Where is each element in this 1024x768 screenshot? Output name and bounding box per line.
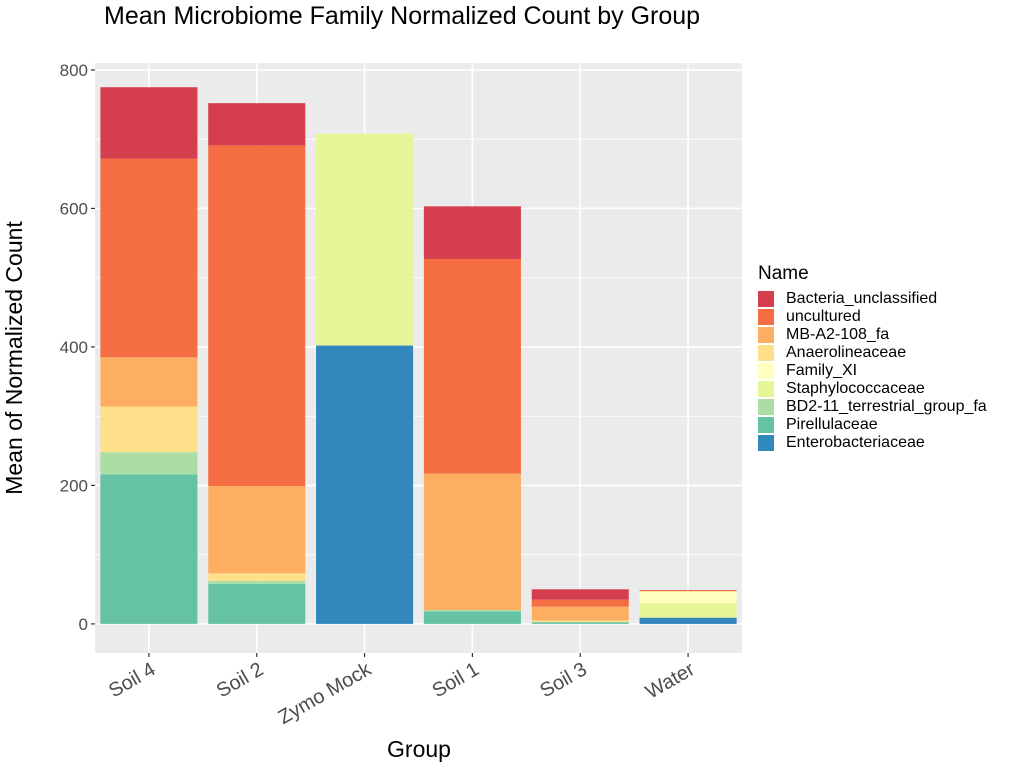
legend-label: Pirellulaceae — [786, 416, 878, 433]
bar-segment — [100, 406, 198, 453]
legend-item: Family_XI — [758, 362, 987, 380]
bar-segment — [531, 589, 629, 600]
legend-title: Name — [758, 263, 809, 284]
bar-segment — [639, 589, 737, 591]
legend-label: Staphylococcaceae — [786, 380, 925, 397]
bar-segment — [208, 103, 306, 146]
x-tick-label: Zymo Mock — [275, 658, 376, 729]
y-axis-title: Mean of Normalized Count — [1, 221, 27, 495]
legend-items: Bacteria_unclassified uncultured MB-A2-108… — [758, 290, 987, 452]
legend-item: Staphylococcaceae — [758, 380, 987, 398]
bar-segment — [423, 206, 521, 259]
x-axis-title: Group — [387, 736, 451, 762]
x-tick-label: Water — [642, 658, 699, 704]
legend-item: Enterobacteriaceae — [758, 434, 987, 452]
x-tick-label: Soil 3 — [536, 658, 590, 702]
legend-swatch — [758, 327, 774, 343]
bar-segment — [639, 617, 737, 624]
legend-item: uncultured — [758, 308, 987, 326]
bar-segment — [208, 573, 306, 581]
legend-swatch — [758, 291, 774, 307]
legend-label: uncultured — [786, 308, 861, 325]
bar-segment — [531, 620, 629, 622]
bar-segment — [100, 452, 198, 475]
bar-segment — [531, 622, 629, 624]
bar-segment — [423, 611, 521, 624]
legend-label: Enterobacteriaceae — [786, 434, 925, 451]
x-axis-ticks: Soil 4 Soil 2 Zymo Mock Soil 1 Soil 3 Water — [105, 653, 699, 729]
legend-swatch — [758, 363, 774, 379]
chart-title: Mean Microbiome Family Normalized Count … — [104, 2, 701, 30]
bar-segment — [531, 621, 629, 623]
legend-swatch — [758, 381, 774, 397]
bar-segment — [531, 599, 629, 607]
bar-segment — [639, 592, 737, 604]
bar-segment — [100, 158, 198, 358]
bar-segment — [531, 606, 629, 621]
y-tick-label: 600 — [60, 199, 88, 218]
y-axis-ticks: 0 200 400 600 800 — [60, 61, 95, 634]
bar-segment — [423, 473, 521, 611]
grid-minor — [95, 138, 742, 556]
legend-label: Bacteria_unclassified — [786, 290, 938, 307]
bar-segment — [316, 345, 414, 624]
legend-label: BD2-11_terrestrial_group_fa — [786, 398, 987, 415]
y-tick-label: 0 — [79, 615, 88, 634]
bar-segment — [100, 357, 198, 407]
y-tick-label: 800 — [60, 61, 88, 80]
legend-label: MB-A2-108_fa — [786, 326, 890, 343]
bar-segment — [100, 87, 198, 159]
legend-label: Anaerolineaceae — [786, 344, 907, 361]
legend-swatch — [758, 399, 774, 415]
legend-swatch — [758, 345, 774, 361]
legend-item: Bacteria_unclassified — [758, 290, 987, 308]
y-tick-label: 400 — [60, 338, 88, 357]
legend-item: Pirellulaceae — [758, 416, 987, 434]
legend-swatch — [758, 435, 774, 451]
legend: Name Bacteria_unclassified uncultured MB-A… — [758, 262, 987, 452]
bar-segment — [208, 583, 306, 624]
legend-swatch — [758, 417, 774, 433]
bar-segment — [208, 486, 306, 574]
x-tick-label: Soil 1 — [429, 658, 483, 702]
bar-segment — [639, 603, 737, 618]
bar-segment — [208, 580, 306, 584]
bar-segment — [316, 133, 414, 346]
legend-item: BD2-11_terrestrial_group_fa — [758, 398, 987, 416]
legend-label: Family_XI — [786, 362, 858, 379]
bar-segment — [208, 145, 306, 487]
legend-item: MB-A2-108_fa — [758, 326, 987, 344]
bars — [100, 87, 737, 624]
x-tick-label: Soil 4 — [105, 658, 159, 702]
bar-segment — [639, 590, 737, 593]
y-tick-label: 200 — [60, 476, 88, 495]
bar-segment — [100, 474, 198, 624]
x-tick-label: Soil 2 — [213, 658, 267, 702]
bar-segment — [423, 610, 521, 612]
bar-segment — [423, 258, 521, 474]
legend-swatch — [758, 309, 774, 325]
legend-item: Anaerolineaceae — [758, 344, 987, 362]
